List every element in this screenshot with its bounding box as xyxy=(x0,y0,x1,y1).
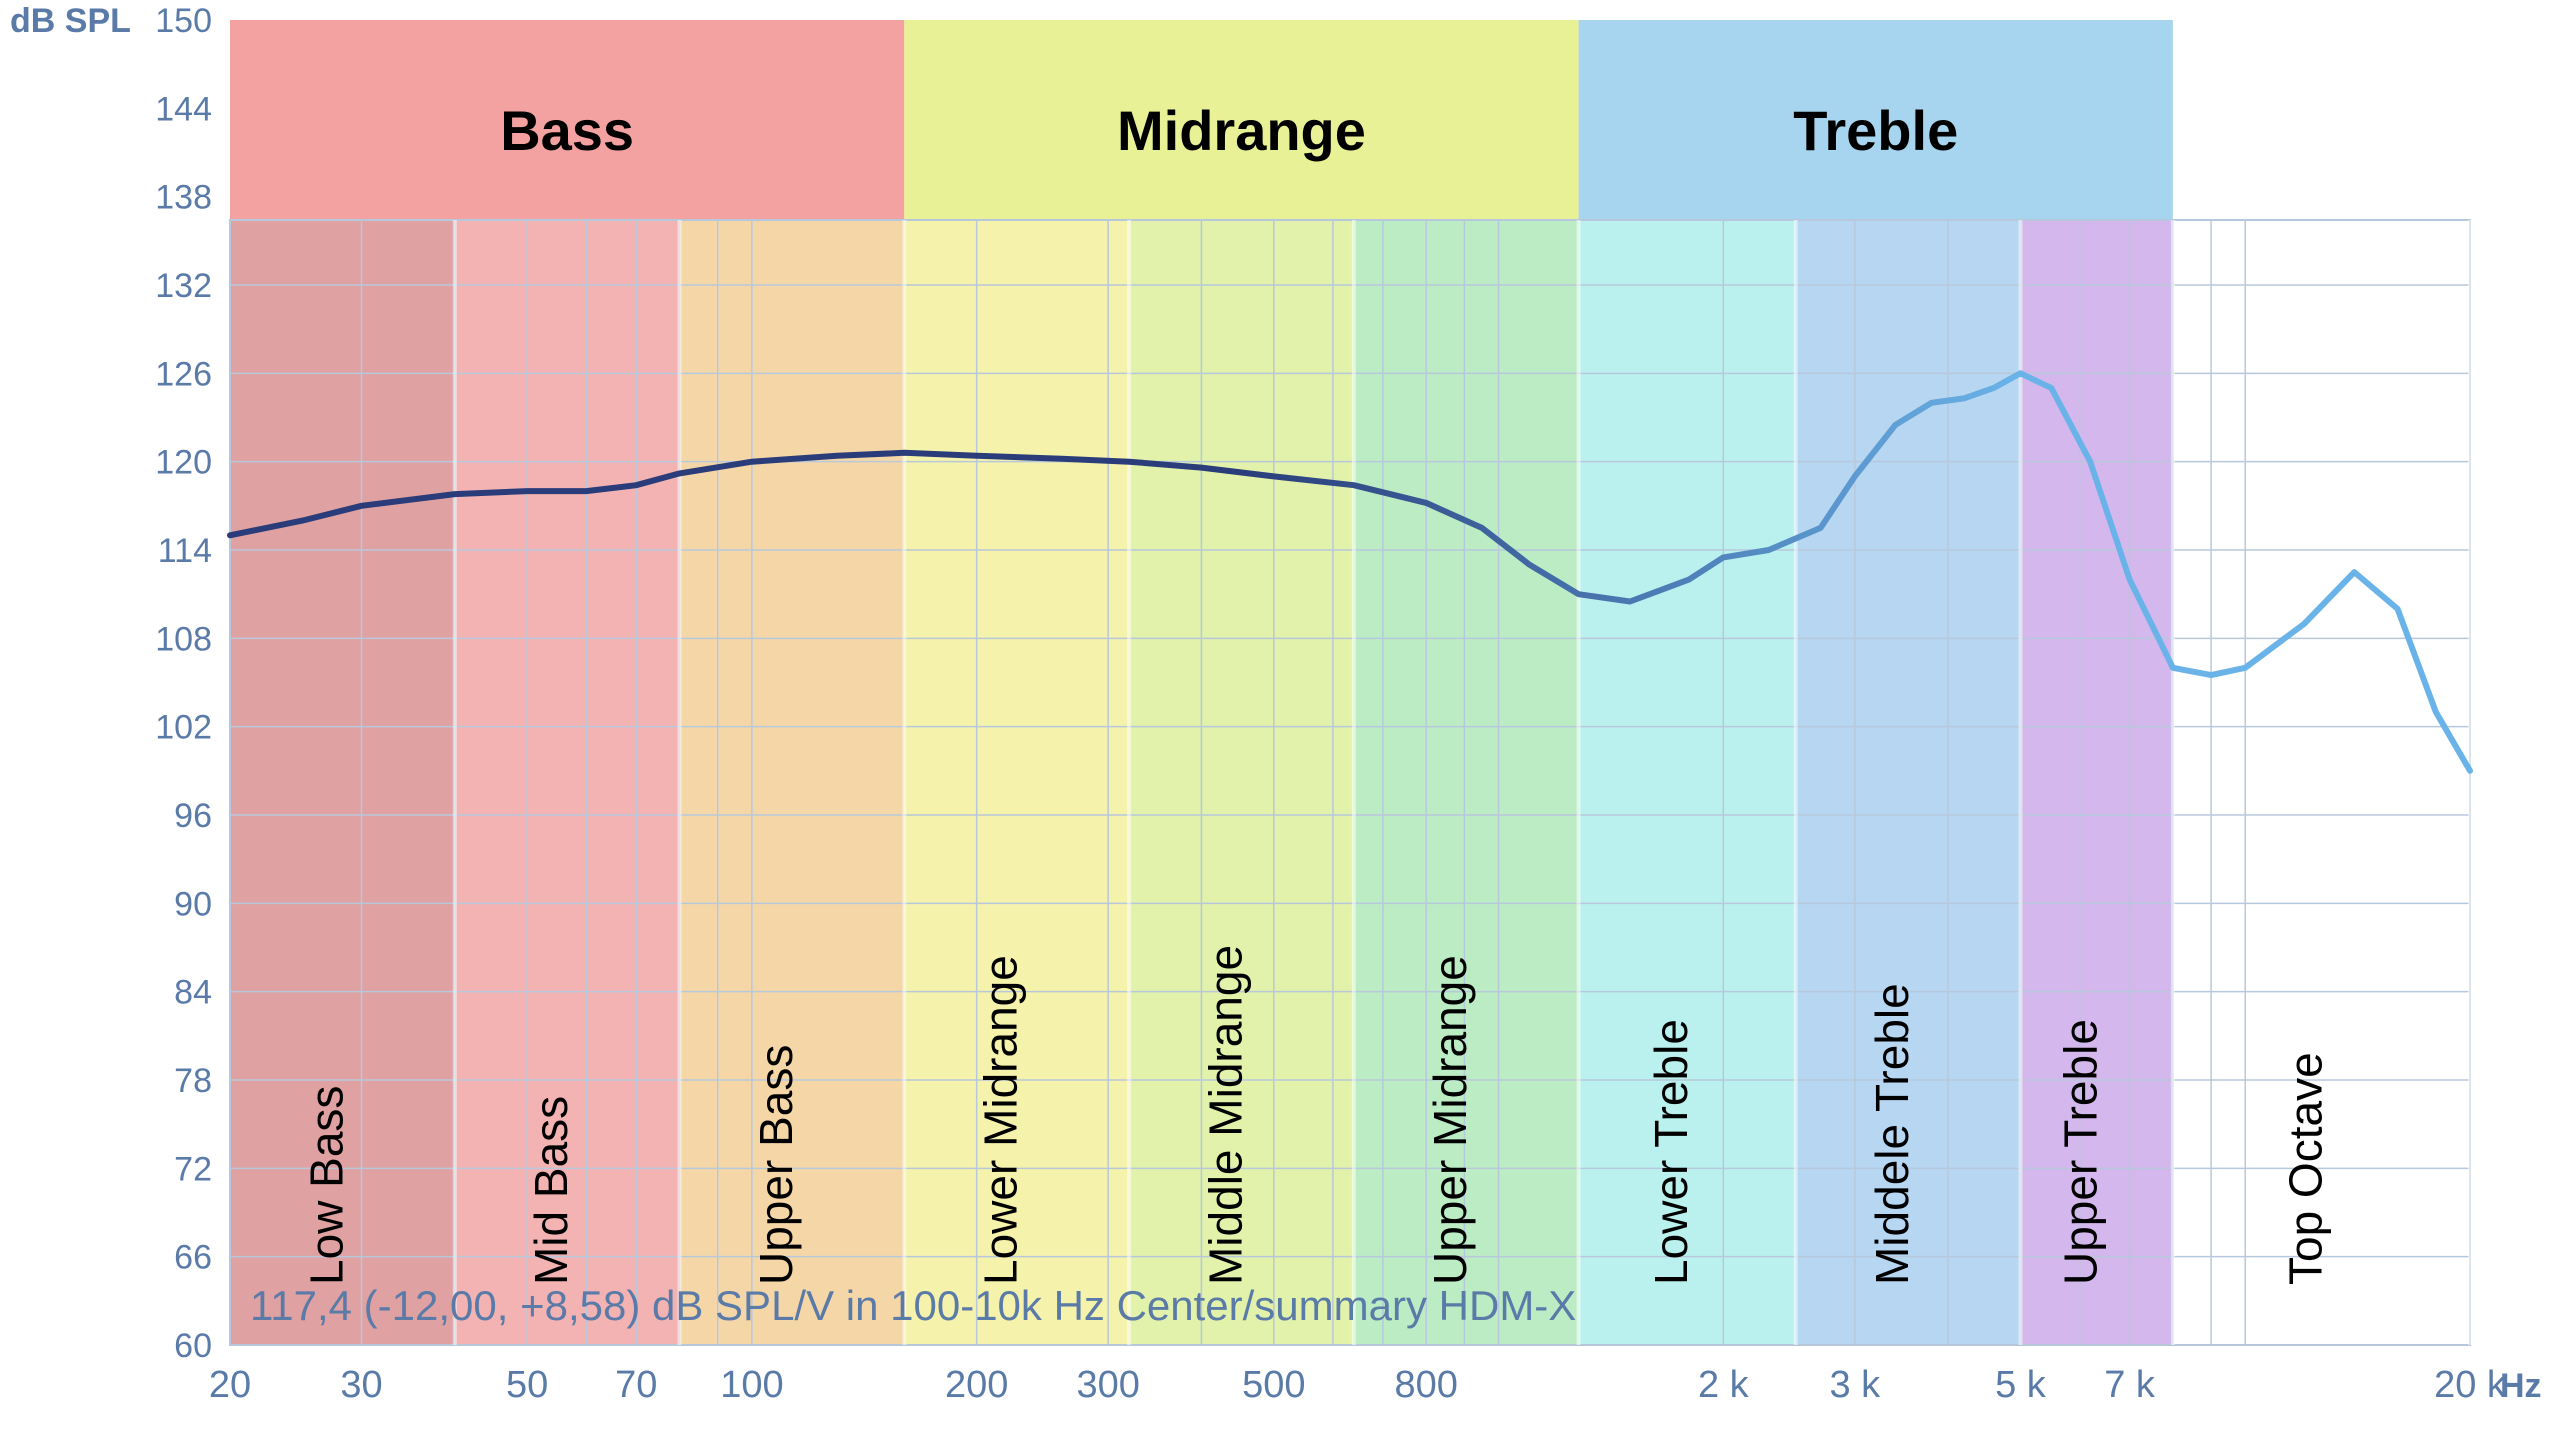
summary-text: 117,4 (-12,00, +8,58) dB SPL/V in 100-10… xyxy=(250,1282,1576,1329)
y-tick-label: 60 xyxy=(174,1327,212,1365)
x-tick-label: 20 k xyxy=(2434,1364,2507,1406)
y-tick-label: 72 xyxy=(174,1150,212,1188)
y-tick-label: 102 xyxy=(155,709,212,747)
x-tick-label: 200 xyxy=(945,1364,1008,1406)
x-tick-label: 50 xyxy=(506,1364,548,1406)
y-tick-label: 84 xyxy=(174,974,212,1012)
y-tick-label: 66 xyxy=(174,1239,212,1277)
sub-band-label-3: Lower Midrange xyxy=(975,955,1027,1285)
sub-band-label-2: Upper Bass xyxy=(750,1045,802,1285)
frequency-response-chart: 60 66 72 78 84 90 96 102 108 114 120 126 132 138 144 15… xyxy=(0,0,2560,1439)
x-tick-label: 500 xyxy=(1242,1364,1305,1406)
y-tick-label: 138 xyxy=(155,179,212,217)
x-tick-label: 20 xyxy=(209,1364,251,1406)
y-tick-label: 90 xyxy=(174,885,212,923)
y-tick-label: 126 xyxy=(155,355,212,393)
x-tick-label: 300 xyxy=(1076,1364,1139,1406)
x-tick-label: 7 k xyxy=(2104,1364,2156,1406)
x-tick-label: 70 xyxy=(615,1364,657,1406)
x-tick-label: 100 xyxy=(720,1364,783,1406)
x-tick-label: 800 xyxy=(1395,1364,1458,1406)
major-band-label-0: Bass xyxy=(500,99,634,162)
sub-band-label-6: Lower Treble xyxy=(1645,1019,1697,1285)
sub-band-label-7: Middele Treble xyxy=(1866,983,1918,1285)
sub-band-label-1: Mid Bass xyxy=(525,1096,577,1285)
y-tick-label: 114 xyxy=(158,532,212,570)
major-band-label-2: Treble xyxy=(1793,99,1958,162)
x-tick-label: 5 k xyxy=(1995,1364,2047,1406)
sub-band-label-4: Middle Midrange xyxy=(1199,945,1251,1285)
sub-band-label-8: Upper Treble xyxy=(2055,1019,2107,1285)
chart-svg: 60 66 72 78 84 90 96 102 108 114 120 126 132 138 144 15… xyxy=(0,0,2560,1439)
x-tick-label: 3 k xyxy=(1829,1364,1881,1406)
y-tick-label: 78 xyxy=(174,1062,212,1100)
x-tick-label: 2 k xyxy=(1698,1364,1750,1406)
y-tick-label: 120 xyxy=(155,444,212,482)
y-tick-label: 132 xyxy=(155,267,212,305)
x-axis-title: Hz xyxy=(2500,1367,2542,1405)
y-axis-title: dB SPL xyxy=(10,2,131,40)
sub-band-label-5: Upper Midrange xyxy=(1424,955,1476,1285)
sub-band-label-9: Top Octave xyxy=(2279,1052,2331,1285)
y-tick-label: 150 xyxy=(155,2,212,40)
y-tick-label: 108 xyxy=(155,620,212,658)
sub-band-label-0: Low Bass xyxy=(300,1086,352,1285)
y-tick-label: 144 xyxy=(155,90,212,128)
x-tick-label: 30 xyxy=(340,1364,382,1406)
major-band-label-1: Midrange xyxy=(1117,99,1366,162)
y-tick-label: 96 xyxy=(174,797,212,835)
